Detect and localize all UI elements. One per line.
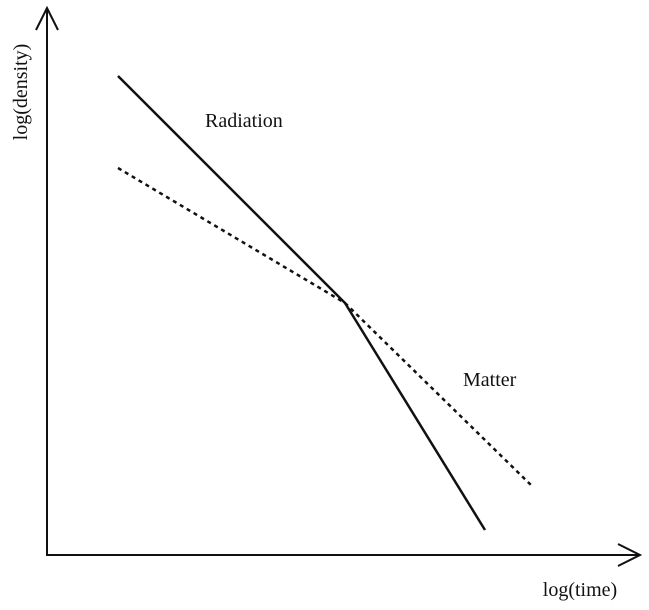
x-axis-label: log(time): [543, 579, 617, 601]
radiation-line: [117, 75, 487, 531]
matter-label: Matter: [463, 369, 517, 391]
radiation-label: Radiation: [205, 110, 283, 132]
matter-line: [117, 166, 534, 488]
y-axis-label: log(density): [10, 44, 32, 141]
y-axis-arrow: [35, 5, 59, 31]
x-axis-arrow: [617, 543, 643, 567]
